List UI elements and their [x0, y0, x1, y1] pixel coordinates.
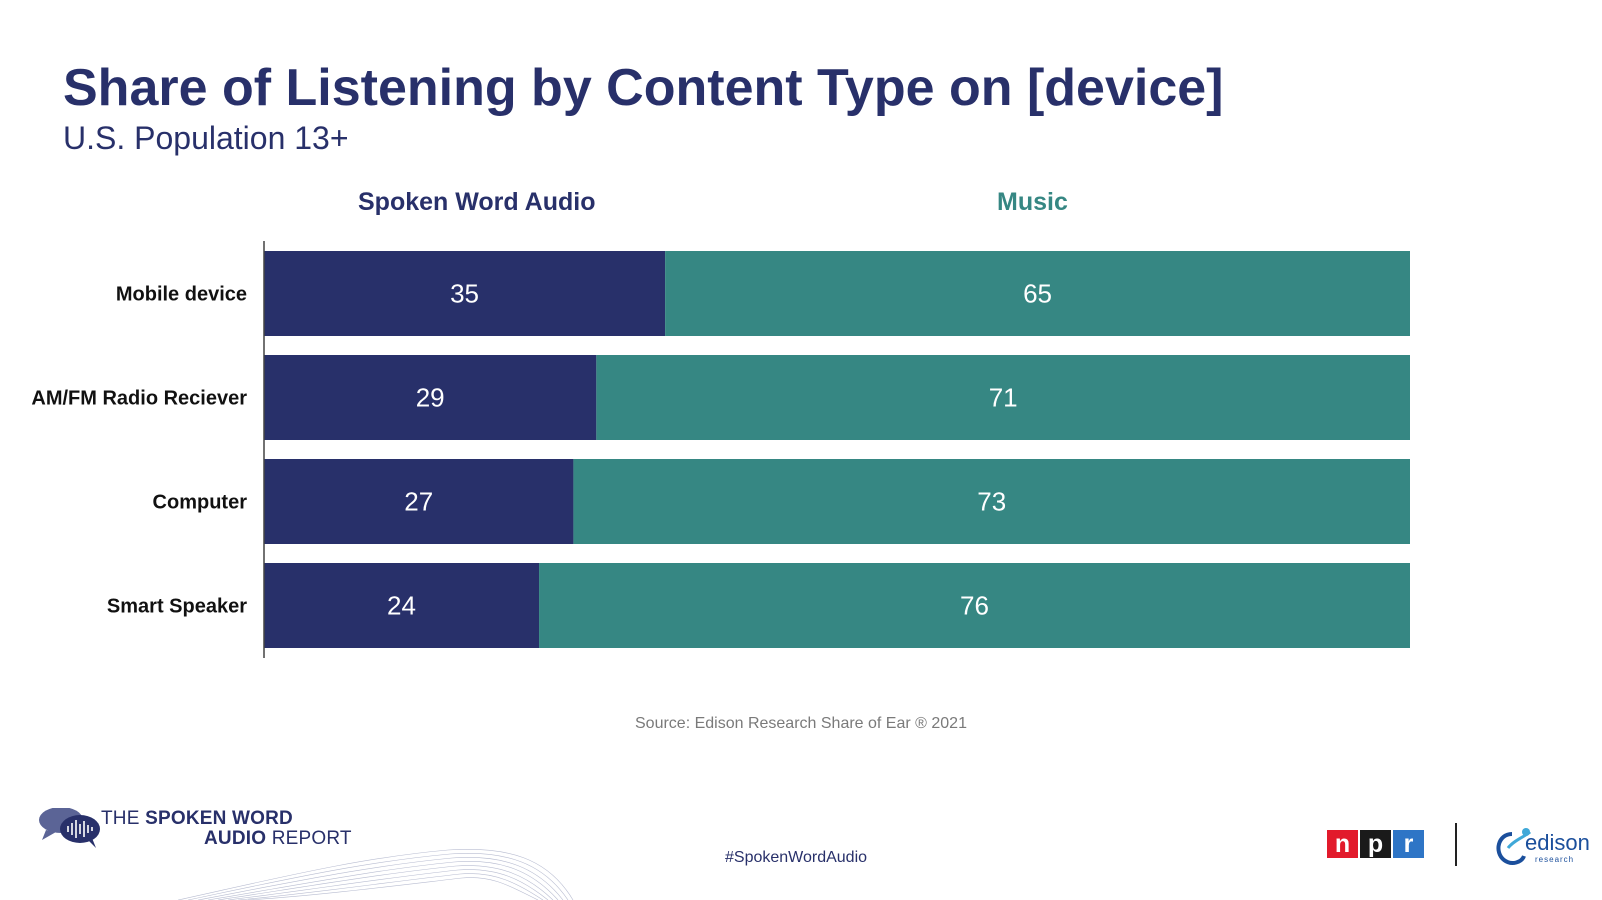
bar-music — [596, 355, 1410, 440]
npr-letter-n: n — [1327, 830, 1358, 858]
category-label: Mobile device — [116, 284, 247, 306]
report-title-line-1: THE SPOKEN WORD — [101, 808, 293, 830]
edison-wordmark: edison — [1525, 830, 1590, 855]
npr-logo: n p r — [1327, 830, 1424, 858]
edison-swirl-icon — [1496, 828, 1532, 865]
data-label: 71 — [989, 383, 1018, 413]
report-word: REPORT — [271, 828, 352, 849]
bar-spoken-word — [264, 355, 597, 440]
category-label: Computer — [153, 492, 248, 514]
report-spoken-word: SPOKEN WORD — [145, 808, 293, 829]
bar-spoken-word — [264, 563, 540, 648]
legend-music: Music — [997, 188, 1068, 216]
bar-spoken-word — [264, 251, 666, 336]
waveform-decoration — [177, 849, 574, 900]
legend-spoken-word: Spoken Word Audio — [358, 188, 596, 216]
speech-bubble-icon — [39, 808, 100, 848]
report-audio: AUDIO — [204, 828, 272, 849]
npr-letter-r: r — [1393, 830, 1424, 858]
data-label: 73 — [977, 487, 1006, 517]
data-label: 76 — [960, 591, 989, 621]
data-label: 65 — [1023, 279, 1052, 309]
category-label: Smart Speaker — [107, 596, 247, 618]
spoken-word-report-logo — [39, 808, 574, 900]
npr-letter-p: p — [1360, 830, 1391, 858]
stacked-bar-chart: Mobile device 35 65 AM/FM Radio Reciever 29 7… — [31, 241, 1410, 658]
chart-subtitle: U.S. Population 13+ — [63, 120, 349, 156]
chart-title: Share of Listening by Content Type on [d… — [63, 59, 1224, 117]
category-label: AM/FM Radio Reciever — [31, 388, 247, 410]
report-the: THE — [101, 808, 146, 829]
data-label: 29 — [416, 383, 445, 413]
bar-spoken-word — [264, 459, 574, 544]
bar-music — [573, 459, 1410, 544]
bar-music — [539, 563, 1410, 648]
hashtag: #SpokenWordAudio — [725, 849, 868, 866]
data-label: 27 — [404, 487, 433, 517]
bar-music — [665, 251, 1410, 336]
report-title-line-2: AUDIO REPORT — [204, 828, 352, 850]
data-label: 24 — [387, 591, 416, 621]
source-note: Source: Edison Research Share of Ear ® 2… — [635, 715, 967, 732]
logo-divider — [1455, 823, 1457, 866]
edison-tagline: research — [1535, 855, 1575, 864]
data-label: 35 — [450, 279, 479, 309]
